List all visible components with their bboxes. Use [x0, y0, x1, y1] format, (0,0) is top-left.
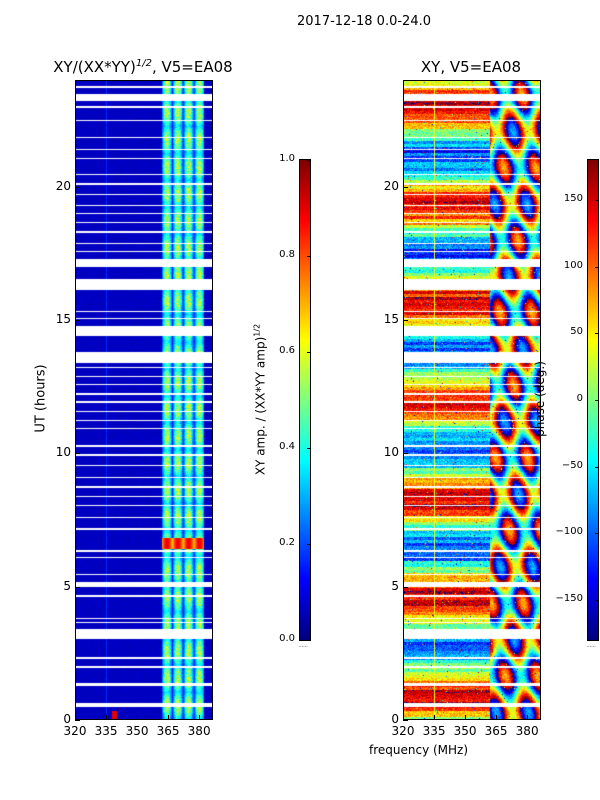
colorbar-tick-mark	[595, 466, 599, 468]
x-tick-label: 320	[63, 724, 87, 738]
y-tick-label: 10	[383, 445, 399, 460]
amp-title-main: XY/(XX*YY)	[53, 58, 136, 76]
x-tick-mark	[106, 715, 108, 720]
amp-cb-label-main: XY amp. / (XX*YY amp)	[253, 336, 268, 476]
y-tick-mark	[403, 186, 408, 188]
y-tick-mark	[75, 720, 80, 721]
y-tick-mark	[75, 586, 80, 588]
y-tick-label: 20	[383, 178, 399, 193]
colorbar-tick-mark	[307, 544, 311, 545]
phase-colorbar-extend-marker: ......	[586, 640, 596, 649]
amp-cb-label-sup: 1/2	[252, 323, 262, 337]
x-tick-label: 335	[94, 724, 118, 738]
x-tick-label: 365	[484, 724, 508, 738]
colorbar-tick-label: 0.4	[279, 441, 295, 452]
x-tick-label: 320	[391, 724, 415, 738]
colorbar-tick-label: 0.6	[279, 345, 295, 356]
y-tick-mark	[75, 186, 80, 188]
colorbar-tick-label: 100	[563, 259, 583, 271]
amp-title-sup: 1/2	[135, 58, 152, 69]
colorbar-tick-mark	[307, 256, 311, 257]
phase-heatmap	[404, 81, 540, 719]
colorbar-tick-label: 0.8	[279, 249, 295, 260]
colorbar-tick-mark	[307, 352, 311, 353]
amp-colorbar-label: XY amp. / (XX*YY amp)1/2	[253, 300, 268, 500]
x-tick-mark	[527, 715, 529, 720]
phase-heatmap-axes[interactable]	[403, 80, 541, 720]
x-tick-label: 350	[125, 724, 149, 738]
x-tick-mark	[465, 715, 467, 720]
amp-colorbar-gradient	[300, 160, 310, 640]
colorbar-tick-mark	[595, 533, 599, 535]
colorbar-tick-label: −150	[555, 593, 583, 604]
y-tick-mark	[75, 320, 80, 321]
x-tick-label: 335	[422, 724, 446, 738]
colorbar-tick-label: 0.0	[279, 633, 295, 644]
y-tick-mark	[403, 720, 408, 721]
y-tick-label: 0	[63, 712, 71, 726]
colorbar-tick-label: 1.0	[279, 153, 295, 164]
colorbar-tick-label: 0.2	[279, 537, 295, 548]
colorbar-tick-label: −100	[555, 526, 583, 538]
colorbar-tick-mark	[307, 640, 311, 641]
colorbar-tick-mark	[307, 160, 311, 161]
amp-panel-title: XY/(XX*YY)1/2, V5=EA08	[43, 58, 243, 76]
y-tick-mark	[403, 320, 408, 321]
x-tick-mark	[434, 715, 436, 720]
colorbar-tick-label: 150	[563, 193, 583, 204]
y-tick-label: 10	[55, 445, 71, 460]
x-tick-mark	[403, 715, 404, 720]
y-tick-label: 5	[63, 578, 71, 593]
y-tick-mark	[75, 453, 80, 455]
x-tick-label: 380	[187, 724, 211, 738]
y-tick-label: 15	[383, 312, 399, 326]
phase-panel-title: XY, V5=EA08	[420, 58, 522, 76]
colorbar-tick-mark	[595, 400, 599, 401]
colorbar-tick-mark	[595, 266, 599, 268]
x-tick-mark	[496, 715, 498, 720]
colorbar-tick-mark	[595, 333, 599, 335]
colorbar-tick-label: 50	[570, 326, 583, 338]
y-tick-label: 5	[391, 578, 399, 593]
amp-colorbar	[299, 159, 311, 641]
x-tick-label: 365	[156, 724, 180, 738]
colorbar-tick-mark	[595, 200, 599, 201]
amp-colorbar-extend-marker: ......	[298, 640, 308, 649]
x-tick-mark	[137, 715, 139, 720]
x-tick-mark	[75, 715, 76, 720]
y-tick-label: 15	[55, 312, 71, 326]
colorbar-tick-mark	[307, 448, 311, 449]
figure-suptitle: 2017-12-18 0.0-24.0	[297, 14, 431, 29]
amp-heatmap	[76, 81, 212, 719]
y-tick-mark	[403, 453, 408, 455]
y-tick-label: 20	[55, 178, 71, 193]
amp-title-tail: , V5=EA08	[151, 58, 233, 76]
colorbar-tick-mark	[595, 600, 599, 601]
colorbar-tick-label: 0	[576, 393, 583, 404]
x-tick-mark	[199, 715, 201, 720]
amp-heatmap-axes[interactable]	[75, 80, 213, 720]
x-tick-label: 350	[453, 724, 477, 738]
y-axis-label: UT (hours)	[33, 364, 49, 433]
phase-colorbar-gradient	[588, 160, 598, 640]
x-axis-label: frequency (MHz)	[369, 743, 469, 757]
y-tick-label: 0	[391, 712, 399, 726]
x-tick-mark	[168, 715, 170, 720]
y-tick-mark	[403, 586, 408, 588]
colorbar-tick-label: −50	[561, 459, 583, 471]
x-tick-label: 380	[515, 724, 539, 738]
